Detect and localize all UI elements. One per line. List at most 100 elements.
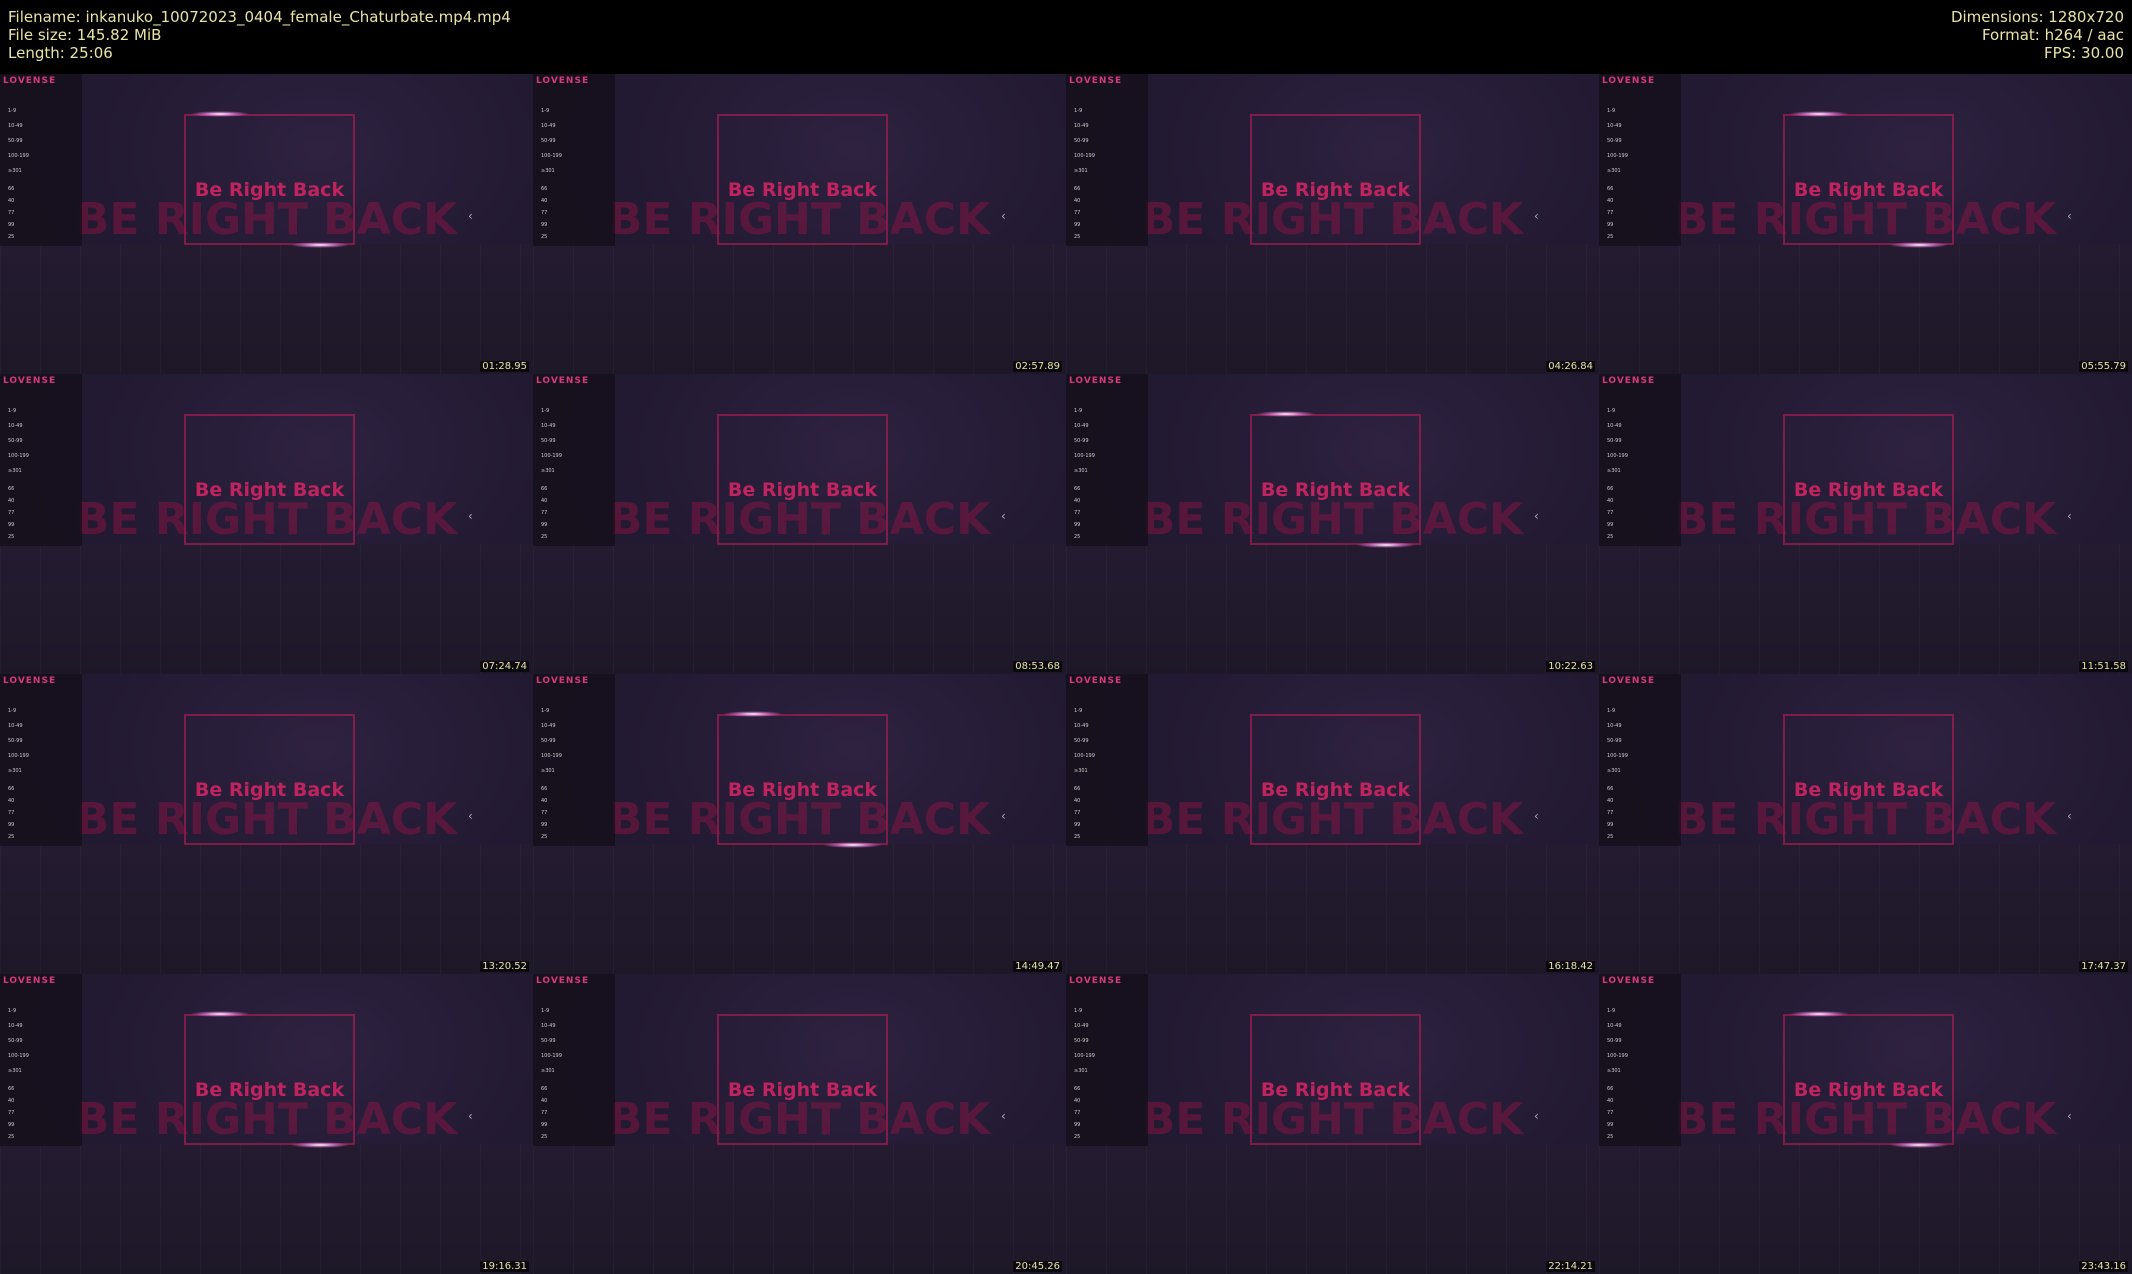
background-text: BE RIGHT BACK bbox=[608, 494, 991, 545]
overlay-title: Be Right Back bbox=[727, 779, 878, 801]
background-text: BE RIGHT BACK bbox=[75, 194, 458, 245]
pattern: 99 bbox=[1607, 822, 1614, 828]
background-text: BE RIGHT BACK bbox=[1141, 494, 1524, 545]
floor-grid bbox=[0, 1144, 533, 1274]
glow bbox=[190, 111, 250, 117]
brand: LOVENSE bbox=[3, 976, 57, 986]
floor-grid bbox=[0, 244, 533, 374]
filename: Filename: inkanuko_10072023_0404_female_… bbox=[8, 8, 511, 26]
frame bbox=[717, 114, 888, 245]
level: 50-99 bbox=[1607, 138, 1622, 144]
pattern: 66 bbox=[8, 186, 15, 192]
level: 50-99 bbox=[541, 1038, 556, 1044]
brand: LOVENSE bbox=[3, 76, 57, 86]
pattern: 77 bbox=[8, 210, 15, 216]
pattern: 66 bbox=[8, 486, 15, 492]
level: 10-49 bbox=[1074, 723, 1089, 729]
pattern: 99 bbox=[8, 1122, 15, 1128]
thumbnail: BE RIGHT BACK Be Right Back LOVENSE 1-9 10-4… bbox=[1066, 974, 1599, 1274]
level: ≥301 bbox=[541, 468, 555, 474]
brand: LOVENSE bbox=[1069, 376, 1123, 386]
pattern: 66 bbox=[1074, 486, 1081, 492]
floor-grid bbox=[1066, 544, 1599, 674]
glow bbox=[1789, 111, 1849, 117]
timestamp: 13:20.52 bbox=[480, 961, 529, 972]
header: Filename: inkanuko_10072023_0404_female_… bbox=[0, 0, 2132, 74]
brand: LOVENSE bbox=[536, 76, 590, 86]
level: 1-9 bbox=[541, 1008, 550, 1014]
frame bbox=[1783, 714, 1954, 845]
timestamp: 22:14.21 bbox=[1546, 1261, 1595, 1272]
pattern: 99 bbox=[1607, 522, 1614, 528]
pattern: 99 bbox=[541, 1122, 548, 1128]
background-text: BE RIGHT BACK bbox=[1674, 1094, 2057, 1145]
level: 100-199 bbox=[541, 753, 562, 759]
timestamp: 05:55.79 bbox=[2079, 361, 2128, 372]
tip-panel: LOVENSE 1-9 10-49 50-99 100-199 ≥301 66 40 77 99 2… bbox=[1599, 374, 1681, 546]
level: 10-49 bbox=[8, 723, 23, 729]
background-text: BE RIGHT BACK bbox=[75, 1094, 458, 1145]
pattern: 40 bbox=[1607, 798, 1614, 804]
level: ≥301 bbox=[1074, 1068, 1088, 1074]
pattern: 25 bbox=[541, 234, 548, 240]
level: 50-99 bbox=[541, 738, 556, 744]
arrow: ‹ bbox=[1534, 809, 1539, 823]
level: 1-9 bbox=[8, 708, 17, 714]
timestamp: 08:53.68 bbox=[1013, 661, 1062, 672]
timestamp: 23:43.16 bbox=[2079, 1261, 2128, 1272]
level: 50-99 bbox=[1074, 1038, 1089, 1044]
level: 100-199 bbox=[8, 753, 29, 759]
tip-panel: LOVENSE 1-9 10-49 50-99 100-199 ≥301 66 40 77 99 2… bbox=[533, 374, 615, 546]
pattern: 25 bbox=[1074, 834, 1081, 840]
timestamp: 20:45.26 bbox=[1013, 1261, 1062, 1272]
pattern: 99 bbox=[541, 822, 548, 828]
background-text: BE RIGHT BACK bbox=[608, 194, 991, 245]
arrow: ‹ bbox=[2067, 509, 2072, 523]
pattern: 77 bbox=[1074, 810, 1081, 816]
pattern: 40 bbox=[8, 798, 15, 804]
pattern: 66 bbox=[8, 786, 15, 792]
brand: LOVENSE bbox=[536, 976, 590, 986]
level: 1-9 bbox=[8, 108, 17, 114]
timestamp: 01:28.95 bbox=[480, 361, 529, 372]
pattern: 66 bbox=[1607, 786, 1614, 792]
pattern: 66 bbox=[1607, 486, 1614, 492]
pattern: 99 bbox=[8, 822, 15, 828]
background-text: BE RIGHT BACK bbox=[75, 494, 458, 545]
pattern: 77 bbox=[8, 810, 15, 816]
frame bbox=[184, 114, 355, 245]
overlay-title: Be Right Back bbox=[1793, 179, 1944, 201]
level: 100-199 bbox=[8, 1053, 29, 1059]
pattern: 99 bbox=[541, 522, 548, 528]
overlay-title: Be Right Back bbox=[1793, 779, 1944, 801]
glow bbox=[1889, 1142, 1949, 1148]
level: 100-199 bbox=[541, 1053, 562, 1059]
level: ≥301 bbox=[541, 768, 555, 774]
tip-panel: LOVENSE 1-9 10-49 50-99 100-199 ≥301 66 40 77 99 2… bbox=[533, 674, 615, 846]
level: 1-9 bbox=[1607, 708, 1616, 714]
pattern: 25 bbox=[1607, 834, 1614, 840]
level: 10-49 bbox=[1607, 423, 1622, 429]
pattern: 99 bbox=[1074, 222, 1081, 228]
tip-panel: LOVENSE 1-9 10-49 50-99 100-199 ≥301 66 40 77 99 2… bbox=[0, 674, 82, 846]
thumbnail: BE RIGHT BACK Be Right Back LOVENSE 1-9 10-4… bbox=[1599, 974, 2132, 1274]
level: 50-99 bbox=[1607, 438, 1622, 444]
tip-panel: LOVENSE 1-9 10-49 50-99 100-199 ≥301 66 40 77 99 2… bbox=[1599, 74, 1681, 246]
pattern: 99 bbox=[1607, 1122, 1614, 1128]
thumbnail: BE RIGHT BACK Be Right Back LOVENSE 1-9 10-4… bbox=[1066, 674, 1599, 974]
overlay-title: Be Right Back bbox=[1260, 479, 1411, 501]
timestamp: 10:22.63 bbox=[1546, 661, 1595, 672]
level: 50-99 bbox=[1074, 138, 1089, 144]
glow bbox=[290, 1142, 350, 1148]
level: 50-99 bbox=[8, 738, 23, 744]
glow bbox=[1356, 542, 1416, 548]
arrow: ‹ bbox=[468, 209, 473, 223]
pattern: 66 bbox=[541, 1086, 548, 1092]
level: 50-99 bbox=[8, 1038, 23, 1044]
pattern: 77 bbox=[541, 510, 548, 516]
background-text: BE RIGHT BACK bbox=[1141, 194, 1524, 245]
thumbnail: BE RIGHT BACK Be Right Back LOVENSE 1-9 10-4… bbox=[0, 674, 533, 974]
pattern: 25 bbox=[541, 834, 548, 840]
level: ≥301 bbox=[1607, 768, 1621, 774]
pattern: 25 bbox=[541, 1134, 548, 1140]
